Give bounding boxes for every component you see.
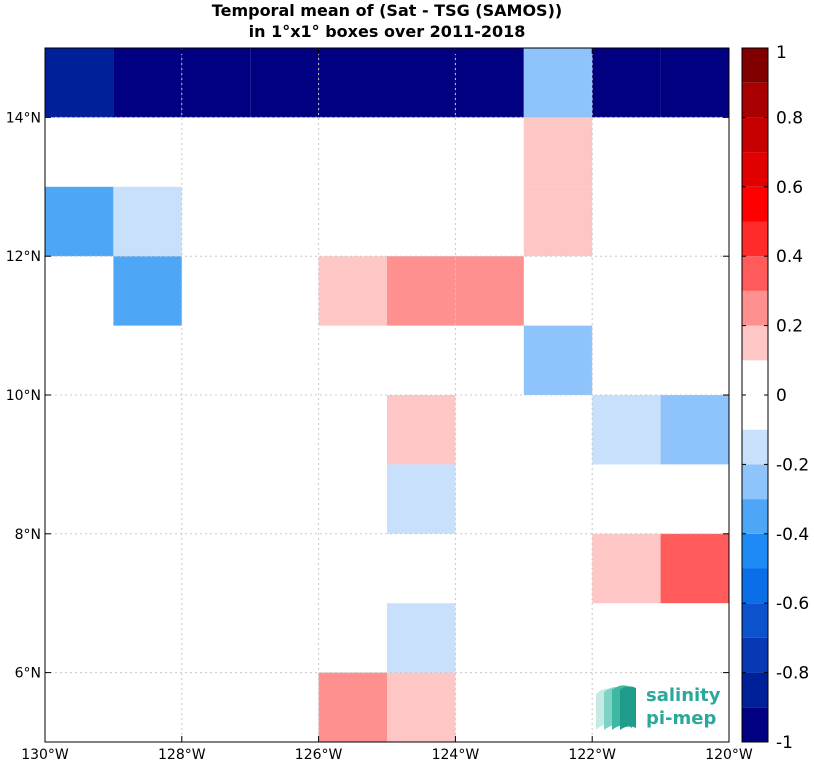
colorbar-band <box>742 395 768 430</box>
colorbar-band <box>742 48 768 83</box>
colorbar-band <box>742 152 768 187</box>
colorbar-band <box>742 603 768 638</box>
colorbar-band <box>742 221 768 257</box>
heatmap-cell <box>387 395 456 465</box>
colorbar-band <box>742 290 768 326</box>
heatmap-cell <box>387 603 456 673</box>
heatmap-cell <box>455 256 524 326</box>
x-tick-label: 130°W <box>21 747 69 763</box>
colorbar-band <box>742 637 768 673</box>
heatmap-cell <box>660 395 729 465</box>
heatmap-cell <box>660 533 729 604</box>
logo-text-line1: salinity <box>646 685 721 706</box>
colorbar-band <box>742 707 768 742</box>
heatmap-cell <box>318 672 387 742</box>
x-tick-label: 128°W <box>158 747 206 763</box>
x-tick-label: 124°W <box>432 747 480 763</box>
y-tick-label: 10°N <box>6 388 41 404</box>
heatmap-cell <box>387 48 456 118</box>
colorbar-tick-label: -0.2 <box>776 455 809 475</box>
heatmap-cell <box>318 256 387 326</box>
colorbar-tick-label: 0.2 <box>776 317 803 337</box>
x-tick-label: 120°W <box>705 747 753 763</box>
chart-title-line1: Temporal mean of (Sat - TSG (SAMOS)) <box>212 1 562 20</box>
colorbar-tick-label: -0.6 <box>776 594 809 614</box>
heatmap-cell <box>250 48 319 118</box>
heatmap-cell <box>387 672 456 742</box>
heatmap-cell <box>592 395 661 465</box>
y-tick-label: 6°N <box>15 666 41 682</box>
heatmap-cell <box>113 186 182 257</box>
colorbar-band <box>742 325 768 361</box>
heatmap-cell <box>113 256 182 326</box>
colorbar-tick-label: -0.4 <box>776 525 809 545</box>
heatmap-cell <box>387 256 456 326</box>
grid-lines <box>45 48 729 742</box>
waves-icon <box>596 685 636 730</box>
colorbar-tick-label: -0.8 <box>776 664 809 684</box>
colorbar-band <box>742 82 768 118</box>
heatmap-cell <box>523 325 593 395</box>
colorbar-band <box>742 464 768 500</box>
colorbar-bands <box>742 48 768 742</box>
colorbar-tick-label: 0 <box>776 386 787 406</box>
heatmap-cell <box>592 48 661 118</box>
colorbar-tick-label: -1 <box>776 733 793 753</box>
colorbar-tick-label: 0.4 <box>776 247 803 267</box>
heatmap-cell <box>181 48 251 118</box>
colorbar: 1 0.8 0.6 0.4 0.2 0 -0.2 -0.4 -0.6 -0.8 -1 <box>741 43 809 753</box>
heatmap-cell <box>523 186 593 257</box>
colorbar-tick-label: 0.8 <box>776 108 803 128</box>
colorbar-band <box>742 429 768 465</box>
heatmap-cell <box>592 533 661 604</box>
heatmap-cells <box>45 48 729 742</box>
y-tick-label: 14°N <box>6 110 41 126</box>
heatmap-cell <box>387 464 456 534</box>
colorbar-ticks: 1 0.8 0.6 0.4 0.2 0 -0.2 -0.4 -0.6 -0.8 -1 <box>742 43 809 753</box>
colorbar-tick-label: 0.6 <box>776 178 803 198</box>
x-tick-label: 126°W <box>295 747 343 763</box>
salinity-pi-mep-logo: salinity pi-mep <box>596 685 721 730</box>
heatmap-cell <box>660 48 729 118</box>
chart-title-line2: in 1°x1° boxes over 2011-2018 <box>249 22 526 41</box>
colorbar-band <box>742 186 768 222</box>
colorbar-band <box>742 533 768 569</box>
heatmap-cell <box>45 48 114 118</box>
colorbar-band <box>742 117 768 153</box>
heatmap-cell <box>45 186 114 257</box>
heatmap-cell <box>113 48 182 118</box>
colorbar-band <box>742 568 768 604</box>
heatmap-cell <box>318 48 387 118</box>
heatmap-cell <box>455 48 524 118</box>
colorbar-tick-label: 1 <box>776 43 787 63</box>
y-tick-label: 8°N <box>15 527 41 543</box>
heatmap-cell <box>523 48 593 118</box>
y-tick-label: 12°N <box>6 249 41 265</box>
x-tick-label: 122°W <box>568 747 616 763</box>
colorbar-band <box>742 360 768 395</box>
heatmap-plot-area: 130°W 128°W 126°W 124°W 122°W 120°W 6°N 8°N 10°N… <box>6 47 753 763</box>
logo-text-line2: pi-mep <box>646 708 716 729</box>
colorbar-band <box>742 672 768 708</box>
axis-ticks: 130°W 128°W 126°W 124°W 122°W 120°W 6°N 8°N 10°N… <box>6 48 753 763</box>
colorbar-band <box>742 499 768 534</box>
heatmap-cell <box>523 117 593 187</box>
colorbar-band <box>742 256 768 291</box>
